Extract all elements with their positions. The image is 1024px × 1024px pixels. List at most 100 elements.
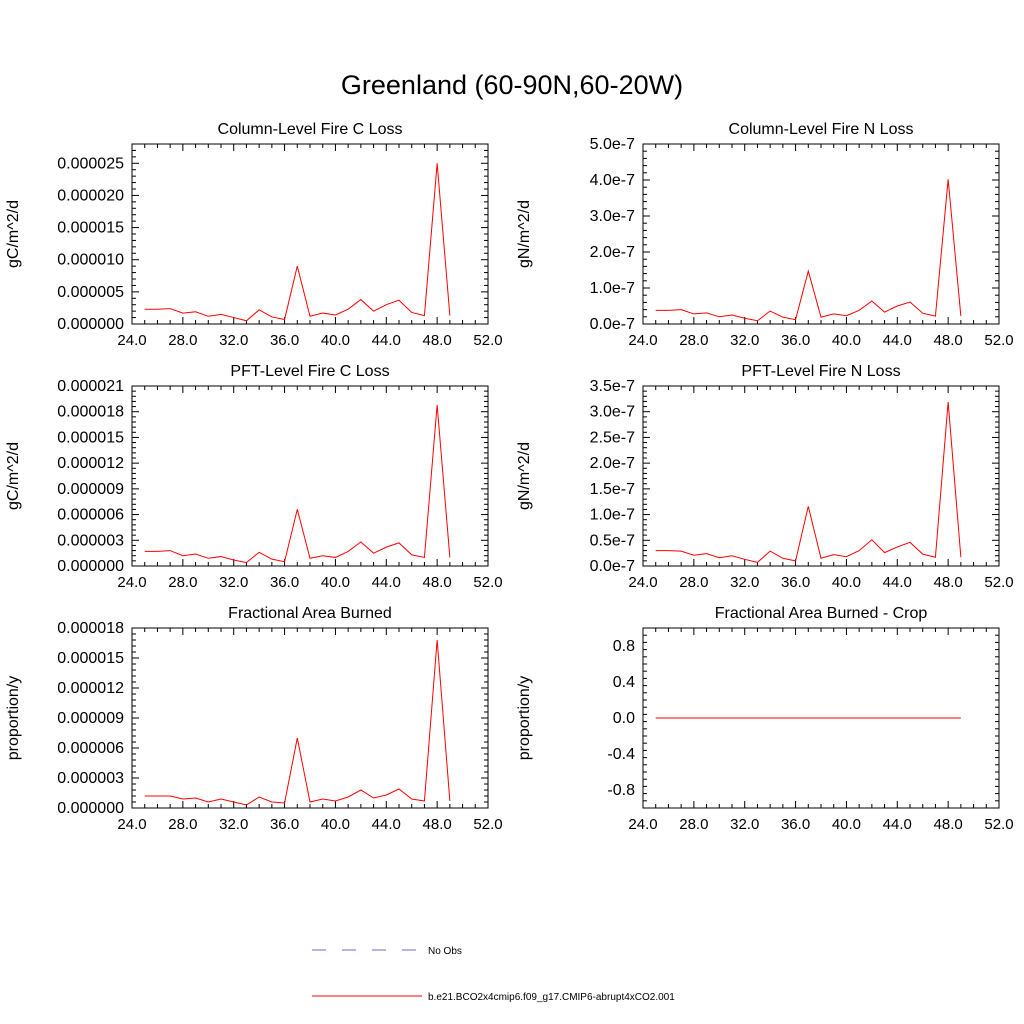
x-tick-label: 28.0 [679, 574, 708, 591]
y-axis-label: proportion/y [5, 676, 22, 761]
plot-frame [131, 385, 489, 567]
legend: No Obs b.e21.BCO2x4cmip6.f09_g17.CMIP6-ab… [312, 946, 675, 1003]
figure-title: Greenland (60-90N,60-20W) [340, 70, 684, 100]
x-tick-label: 40.0 [321, 332, 350, 349]
x-tick-label: 28.0 [168, 816, 197, 833]
y-tick-label: 0.5e-7 [590, 532, 635, 549]
y-tick-label: 0.000018 [57, 404, 124, 421]
panel-title: Column-Level Fire C Loss [218, 121, 403, 138]
x-tick-label: 44.0 [372, 332, 401, 349]
panel-3: PFT-Level Fire C Loss gC/m^2/d 24.0 28.0 32.… [5, 363, 503, 591]
y-tick-label: 5.0e-7 [590, 136, 635, 153]
x-tick-label: 28.0 [679, 816, 708, 833]
panel-6: Fractional Area Burned - Crop proportion/… [516, 605, 1014, 833]
x-tick-label: 52.0 [984, 574, 1013, 591]
y-tick-label: 0.000015 [57, 650, 124, 667]
x-tick-label: 44.0 [372, 816, 401, 833]
x-tick-label: 32.0 [730, 332, 759, 349]
y-tick-label: 0.000018 [57, 620, 124, 637]
x-tick-label: 52.0 [984, 816, 1013, 833]
y-tick-label: 3.0e-7 [590, 404, 635, 421]
x-tick-label: 32.0 [219, 816, 248, 833]
x-tick-label: 36.0 [270, 816, 299, 833]
x-tick-label: 36.0 [781, 332, 810, 349]
x-tick-label: 52.0 [473, 332, 502, 349]
x-tick-label: 36.0 [270, 574, 299, 591]
y-tick-label: 0.000003 [57, 770, 124, 787]
y-tick-label: 1.0e-7 [590, 280, 635, 297]
x-tick-label: 48.0 [934, 816, 963, 833]
y-tick-label: 0.000021 [57, 378, 124, 395]
x-tick-label: 28.0 [168, 332, 197, 349]
x-tick-label: 40.0 [832, 574, 861, 591]
x-tick-label: 32.0 [219, 332, 248, 349]
legend-label: b.e21.BCO2x4cmip6.f09_g17.CMIP6-abrupt4x… [428, 992, 675, 1003]
panel-title: Fractional Area Burned [228, 605, 392, 622]
y-tick-label: 0.000000 [57, 558, 124, 575]
y-tick-label: 0.0e-7 [590, 316, 635, 333]
y-tick-label: 0.000000 [57, 316, 124, 333]
panel-4: PFT-Level Fire N Loss gN/m^2/d 24.0 28.0 32.… [516, 363, 1014, 591]
x-tick-label: 48.0 [934, 332, 963, 349]
x-tick-label: 28.0 [679, 332, 708, 349]
y-tick-label: 0.000009 [57, 481, 124, 498]
y-axis-label: gC/m^2/d [5, 200, 22, 268]
plot-frame [642, 385, 1000, 567]
x-tick-label: 32.0 [730, 574, 759, 591]
series-line [144, 404, 451, 564]
y-tick-label: 0.000009 [57, 710, 124, 727]
x-tick-label: 24.0 [628, 574, 657, 591]
legend-label: No Obs [428, 946, 462, 957]
x-tick-label: 52.0 [473, 816, 502, 833]
y-tick-label: 0.8 [613, 638, 635, 655]
y-tick-label: 4.0e-7 [590, 172, 635, 189]
y-tick-label: 0.000000 [57, 800, 124, 817]
x-tick-label: 28.0 [168, 574, 197, 591]
y-tick-label: 0.000006 [57, 507, 124, 524]
y-tick-label: 0.000012 [57, 455, 124, 472]
series-line [655, 401, 962, 563]
x-tick-label: 44.0 [883, 332, 912, 349]
y-axis-label: gN/m^2/d [516, 200, 533, 268]
y-tick-label: 2.0e-7 [590, 455, 635, 472]
y-tick-label: 0.000015 [57, 429, 124, 446]
y-tick-label: 0.000015 [57, 220, 124, 237]
y-tick-label: 0.000006 [57, 740, 124, 757]
series-line [144, 639, 451, 806]
panel-title: PFT-Level Fire N Loss [741, 363, 900, 380]
y-tick-label: 0.000012 [57, 680, 124, 697]
y-tick-label: 0.000025 [57, 155, 124, 172]
y-tick-label: 0.000010 [57, 252, 124, 269]
y-axis-label: gN/m^2/d [516, 442, 533, 510]
panel-title: Column-Level Fire N Loss [729, 121, 914, 138]
x-tick-label: 40.0 [321, 574, 350, 591]
x-tick-label: 32.0 [730, 816, 759, 833]
y-tick-label: -0.4 [607, 746, 635, 763]
x-tick-label: 36.0 [781, 816, 810, 833]
y-tick-label: -0.8 [607, 782, 635, 799]
x-tick-label: 24.0 [117, 816, 146, 833]
y-tick-label: 3.5e-7 [590, 378, 635, 395]
x-tick-label: 32.0 [219, 574, 248, 591]
y-tick-label: 2.0e-7 [590, 244, 635, 261]
y-tick-label: 0.0e-7 [590, 558, 635, 575]
panel-2: Column-Level Fire N Loss gN/m^2/d 24.0 28.0… [516, 121, 1014, 349]
panel-5: Fractional Area Burned proportion/y 24.0 28… [5, 605, 503, 833]
panel-1: Column-Level Fire C Loss gC/m^2/d 24.0 28.0… [5, 121, 503, 349]
y-tick-label: 1.5e-7 [590, 481, 635, 498]
y-tick-label: 0.000020 [57, 187, 124, 204]
x-tick-label: 52.0 [984, 332, 1013, 349]
y-tick-label: 1.0e-7 [590, 507, 635, 524]
y-tick-label: 0.0 [613, 710, 635, 727]
x-tick-label: 48.0 [934, 574, 963, 591]
panel-title: PFT-Level Fire C Loss [230, 363, 389, 380]
x-tick-label: 40.0 [832, 816, 861, 833]
y-axis-label: proportion/y [516, 676, 533, 761]
x-tick-label: 52.0 [473, 574, 502, 591]
x-tick-label: 24.0 [628, 816, 657, 833]
y-tick-label: 0.4 [613, 674, 635, 691]
plot-frame [131, 627, 489, 809]
x-tick-label: 48.0 [423, 332, 452, 349]
x-tick-label: 44.0 [883, 816, 912, 833]
